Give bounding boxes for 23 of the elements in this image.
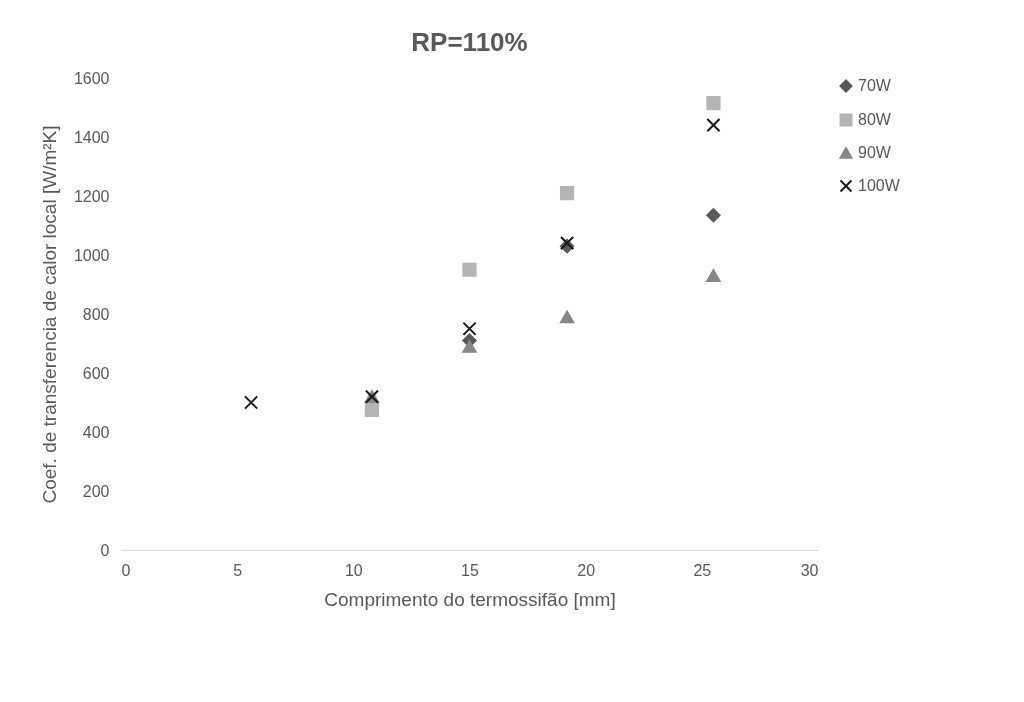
y-tick-label: 200 — [82, 482, 110, 500]
chart-title: RP=110% — [411, 27, 528, 57]
x-axis-title: Comprimento do termossifão [mm] — [324, 588, 616, 610]
y-tick-label: 1400 — [73, 128, 110, 146]
x-tick-label: 0 — [121, 561, 131, 579]
x-tick-label: 5 — [233, 561, 243, 579]
x-tick-label: 20 — [577, 561, 596, 579]
x-tick-label: 10 — [344, 561, 363, 579]
y-axis-title: Coef. de transferencia de calor local [W/m²K] — [38, 125, 60, 504]
y-tick-label: 400 — [82, 423, 110, 441]
y-tick-label: 1600 — [73, 69, 110, 87]
legend-label: 100W — [858, 177, 901, 194]
y-tick-label: 600 — [82, 364, 110, 382]
x-tick-label: 15 — [461, 561, 479, 579]
y-tick-label: 0 — [100, 541, 110, 559]
y-tick-label: 800 — [82, 305, 110, 323]
legend-label: 70W — [858, 77, 892, 94]
legend-label: 90W — [858, 144, 892, 161]
y-tick-label: 1000 — [73, 246, 110, 264]
x-tick-label: 30 — [800, 561, 819, 579]
x-tick-label: 25 — [693, 561, 712, 579]
legend-label: 80W — [858, 111, 892, 128]
y-tick-label: 1200 — [73, 187, 110, 205]
